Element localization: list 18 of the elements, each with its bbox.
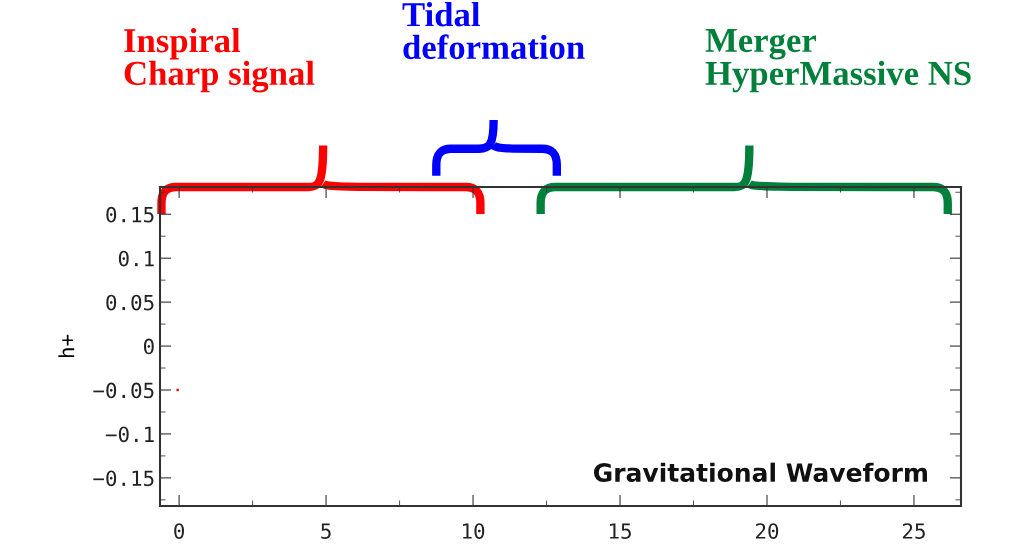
x-tick-label: 10 xyxy=(463,523,485,539)
y-tick-label: −0.05 xyxy=(93,382,154,399)
text: Tidal deformation xyxy=(402,2,585,60)
y-tick-label: 0.1 xyxy=(118,250,154,267)
text: Inspiral Charp signal xyxy=(124,28,315,93)
y-axis-title: h+ xyxy=(58,334,75,358)
annotation: Gravitational Waveform xyxy=(593,462,927,483)
x-tick-label: 5 xyxy=(321,523,331,539)
x-tick-label: 15 xyxy=(609,523,631,539)
y-tick-label: 0.15 xyxy=(106,206,154,223)
x-tick-label: 25 xyxy=(902,523,925,539)
y-tick-label: −0.1 xyxy=(105,426,154,443)
y-tick-label: −0.15 xyxy=(93,470,154,487)
x-tick-label: 20 xyxy=(756,523,779,539)
x-tick-label: 0 xyxy=(174,523,185,539)
text: Merger HyperMassive NS xyxy=(705,29,971,93)
y-tick-label: 0.05 xyxy=(106,294,154,311)
y-tick-label: 0 xyxy=(143,338,154,355)
